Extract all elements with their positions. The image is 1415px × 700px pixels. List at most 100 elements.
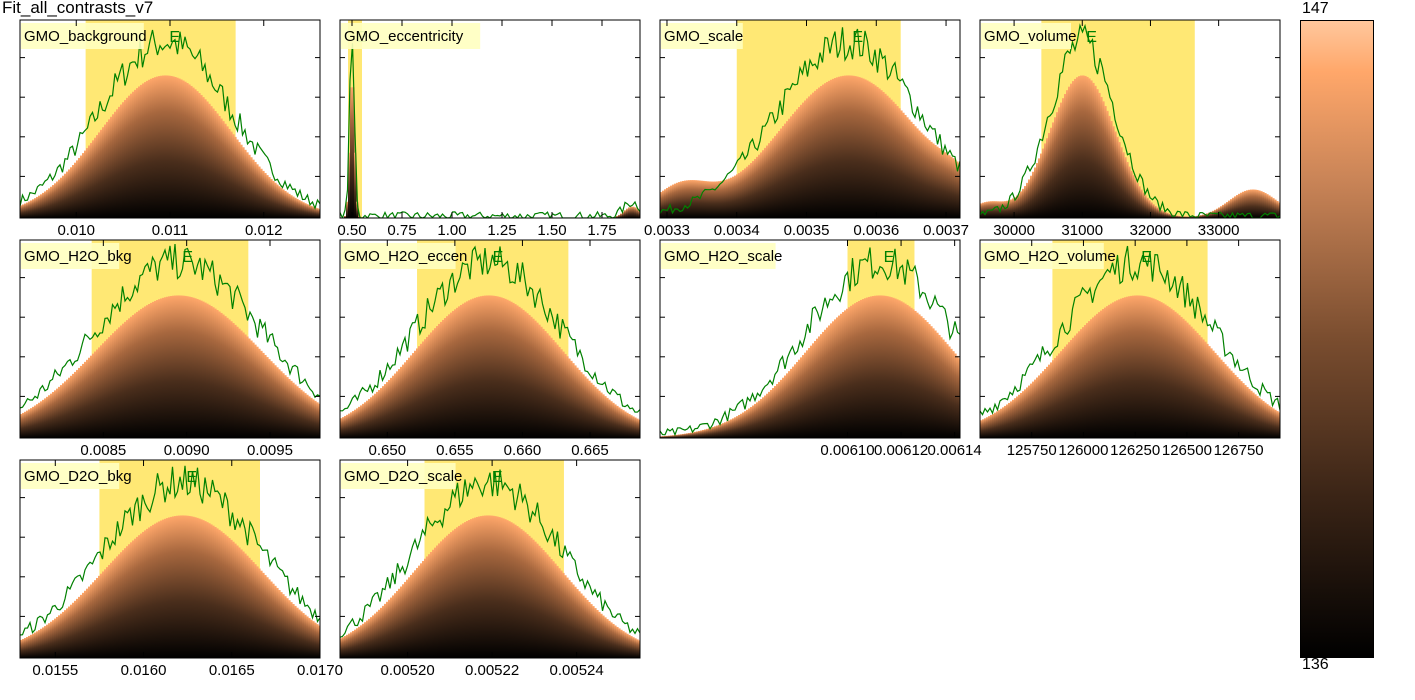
histogram-bar xyxy=(192,297,195,438)
histogram-bar xyxy=(1278,202,1280,218)
histogram-bar xyxy=(516,526,519,658)
histogram-bar xyxy=(522,530,525,658)
histogram-bar xyxy=(398,369,401,438)
histogram-bar xyxy=(1114,301,1117,438)
histogram-bar xyxy=(1188,216,1191,218)
histogram-bar xyxy=(390,597,393,658)
panel-label-box xyxy=(341,243,456,269)
histogram-bar xyxy=(1274,409,1277,438)
histogram-bar xyxy=(120,552,123,658)
histogram-bar xyxy=(1034,167,1037,218)
histogram-bar xyxy=(810,94,813,218)
histogram-bar xyxy=(1116,300,1119,438)
histogram-bar xyxy=(1044,143,1047,218)
histogram-bar xyxy=(1142,295,1145,438)
histogram-bar xyxy=(468,300,471,438)
histogram-bar xyxy=(228,128,231,218)
histogram-bar xyxy=(254,161,257,218)
histogram-bar xyxy=(684,433,687,438)
histogram-bar xyxy=(934,330,937,438)
histogram-bar xyxy=(638,640,640,658)
histogram-bar xyxy=(1096,313,1099,438)
histogram-bar xyxy=(916,128,919,218)
histogram-bar xyxy=(626,208,629,218)
histogram-bar xyxy=(580,372,583,438)
histogram-bar xyxy=(1078,331,1081,438)
colorbar-max-label: 147 xyxy=(1302,0,1329,17)
histogram-bar xyxy=(860,299,863,438)
histogram-bar xyxy=(676,434,679,438)
histogram-bar xyxy=(348,633,351,658)
histogram-bar xyxy=(684,180,687,218)
x-tick-label: 0.0170 xyxy=(297,662,343,679)
histogram-bar xyxy=(164,297,167,438)
x-tick-label: 125750 xyxy=(1007,442,1057,459)
x-tick-label: 0.010 xyxy=(57,222,95,239)
x-tick-label: 0.0165 xyxy=(209,662,255,679)
histogram-bar xyxy=(1174,311,1177,438)
histogram-bar xyxy=(1112,302,1115,438)
histogram-bar xyxy=(152,77,155,218)
histogram-bar xyxy=(1150,202,1153,218)
histogram-bar xyxy=(666,435,669,438)
histogram-bar xyxy=(20,639,23,658)
estimate-marker: E xyxy=(182,249,193,266)
histogram-bar xyxy=(436,326,439,438)
histogram-bar xyxy=(74,162,77,218)
histogram-bar xyxy=(400,366,403,438)
x-tick-label: 0.00524 xyxy=(550,662,604,679)
histogram-bar xyxy=(944,152,947,218)
histogram-bar xyxy=(340,638,343,658)
histogram-bar xyxy=(1016,396,1019,438)
histogram-bar xyxy=(114,111,117,218)
histogram-bar xyxy=(1134,295,1137,438)
histogram-bar xyxy=(54,183,57,218)
histogram-bar xyxy=(258,166,261,218)
histogram-bar xyxy=(620,408,623,438)
histogram-bar xyxy=(288,600,291,658)
histogram-bar xyxy=(1002,407,1005,438)
histogram-bar xyxy=(862,78,865,218)
histogram-bar xyxy=(834,319,837,438)
histogram-bar xyxy=(198,518,201,658)
histogram-bar xyxy=(404,362,407,438)
histogram-bar xyxy=(696,180,699,218)
estimate-marker: E xyxy=(493,249,504,266)
histogram-bar xyxy=(670,435,673,438)
panel-label-box xyxy=(661,23,743,49)
histogram-bar xyxy=(24,411,27,438)
histogram-bar xyxy=(240,330,243,438)
histogram-bar xyxy=(146,528,149,658)
histogram-bar xyxy=(834,78,837,218)
histogram-bar xyxy=(54,390,57,438)
histogram-bar xyxy=(86,148,89,218)
histogram-bar xyxy=(516,305,519,438)
x-tick-label: 0.50 xyxy=(337,222,366,239)
histogram-bar xyxy=(758,154,761,218)
histogram-bar xyxy=(168,517,171,658)
histogram-bar xyxy=(346,414,349,438)
histogram-bar xyxy=(104,341,107,438)
histogram-bar xyxy=(512,302,515,438)
histogram-bar xyxy=(178,515,181,658)
histogram-bar xyxy=(736,174,739,218)
histogram-bar xyxy=(32,199,35,218)
histogram-bar xyxy=(352,411,355,438)
panel-gmo-volume: E GMO_volume 30000 31000 32000 33000 xyxy=(979,19,1281,239)
histogram-bar xyxy=(582,595,585,658)
histogram-bar xyxy=(132,540,135,658)
histogram-bar xyxy=(306,616,309,658)
histogram-bar xyxy=(200,95,203,218)
histogram-bar xyxy=(556,565,559,658)
histogram-bar xyxy=(1182,318,1185,438)
histogram-bar xyxy=(94,137,97,218)
histogram-bar xyxy=(84,361,87,438)
histogram-bar xyxy=(1192,328,1195,438)
histogram-bar xyxy=(902,302,905,438)
histogram-bar xyxy=(836,317,839,438)
histogram-bar xyxy=(144,82,147,218)
histogram-bar xyxy=(1032,381,1035,438)
histogram-bar xyxy=(94,580,97,658)
histogram-bar xyxy=(54,618,57,658)
histogram-bar xyxy=(536,543,539,658)
